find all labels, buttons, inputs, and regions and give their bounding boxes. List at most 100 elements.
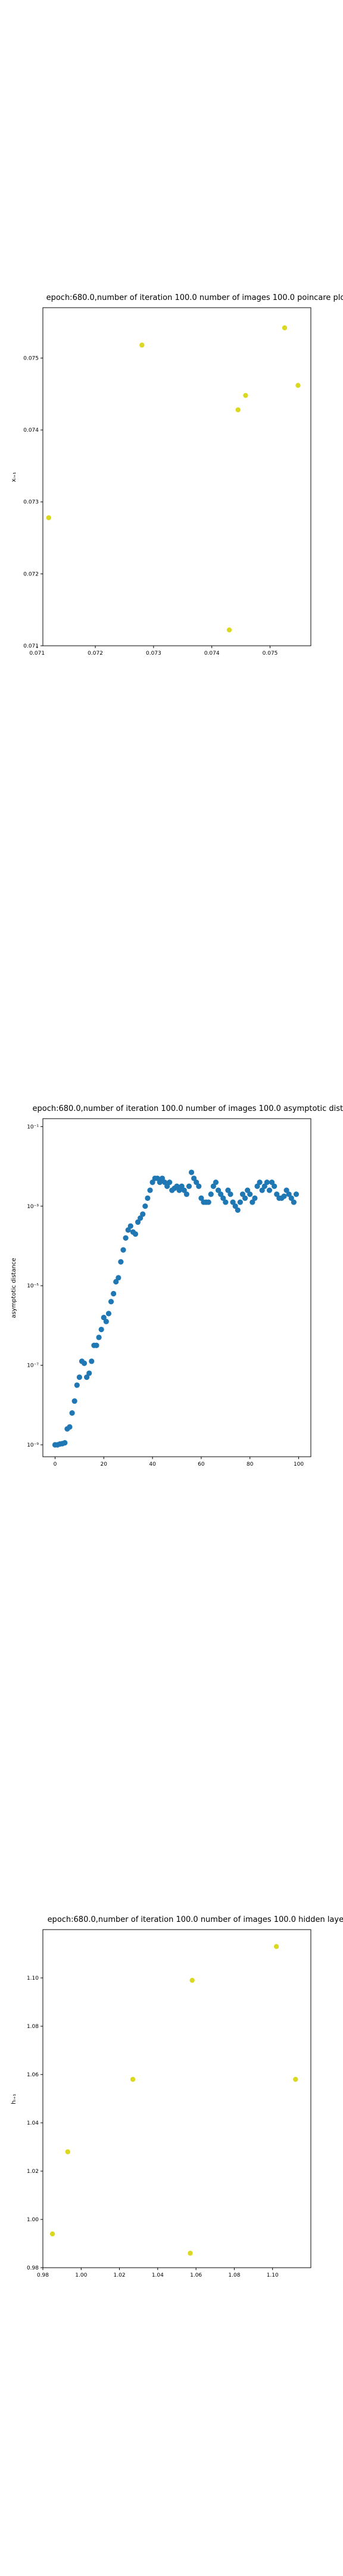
data-point xyxy=(139,342,145,348)
x-tick-label: 1.06 xyxy=(190,2272,202,2278)
plot-frame xyxy=(42,1118,311,1457)
data-point xyxy=(235,407,241,413)
data-point xyxy=(132,1231,139,1237)
y-tick-label: 10⁻⁷ xyxy=(27,1363,39,1369)
hidden-layer-chart: epoch:680.0,number of iteration 100.0 nu… xyxy=(11,1915,343,2278)
data-point xyxy=(191,1175,197,1181)
data-point xyxy=(218,1191,224,1197)
data-layer xyxy=(49,1944,298,2256)
data-point xyxy=(167,1179,173,1185)
data-point xyxy=(157,1179,163,1185)
data-point xyxy=(135,1219,141,1225)
data-point xyxy=(235,1207,241,1213)
y-tick-label: 10⁻¹ xyxy=(27,1124,39,1130)
y-tick-label: 0.074 xyxy=(23,428,39,434)
data-point xyxy=(118,1259,124,1265)
data-point xyxy=(269,1179,275,1185)
y-tick-label: 0.98 xyxy=(27,2265,39,2271)
data-point xyxy=(179,1183,185,1189)
data-point xyxy=(111,1290,117,1297)
x-tick-label: 60 xyxy=(198,1462,205,1467)
data-point xyxy=(227,1191,233,1197)
data-point xyxy=(293,2076,298,2082)
y-axis-label: hᵢ₊₁ xyxy=(11,2094,17,2104)
data-point xyxy=(243,392,248,398)
asymptotic-distance-chart: epoch:680.0,number of iteration 100.0 nu… xyxy=(11,1104,343,1467)
y-tick-label: 1.02 xyxy=(27,2169,39,2175)
y-tick-label: 0.072 xyxy=(23,571,39,577)
data-point xyxy=(159,1175,166,1181)
y-tick-label: 1.00 xyxy=(27,2217,39,2223)
data-point xyxy=(245,1187,251,1193)
data-point xyxy=(181,1187,187,1193)
data-point xyxy=(145,1195,151,1202)
data-point xyxy=(186,1183,192,1189)
x-tick-label: 0.073 xyxy=(146,651,161,656)
poincare-plot-chart: epoch:680.0,number of iteration 100.0 nu… xyxy=(11,293,343,656)
y-tick-label: 0.071 xyxy=(23,643,39,649)
data-point xyxy=(174,1183,180,1189)
data-point xyxy=(76,1374,82,1380)
data-point xyxy=(196,1183,202,1189)
data-point xyxy=(281,1193,287,1199)
data-point xyxy=(230,1199,236,1205)
data-point xyxy=(93,1342,99,1348)
data-point xyxy=(103,1318,109,1324)
data-point xyxy=(113,1278,119,1285)
y-tick-label: 0.075 xyxy=(23,355,39,361)
data-point xyxy=(138,1215,144,1221)
data-point xyxy=(291,1199,297,1205)
data-point xyxy=(295,383,301,388)
data-point xyxy=(288,1195,294,1202)
data-point xyxy=(74,1382,80,1388)
data-point xyxy=(120,1247,126,1253)
data-point xyxy=(261,1183,267,1189)
y-axis-label: asymptotic distance xyxy=(11,1258,17,1318)
data-point xyxy=(205,1199,211,1205)
data-point xyxy=(125,1227,131,1233)
data-point xyxy=(65,2149,70,2154)
data-layer xyxy=(46,325,301,633)
data-point xyxy=(242,1195,248,1202)
data-point xyxy=(274,1191,280,1197)
data-point xyxy=(105,1311,112,1317)
data-point xyxy=(210,1183,216,1189)
plot-frame xyxy=(42,1929,311,2268)
data-point xyxy=(142,1203,148,1209)
data-point xyxy=(257,1179,263,1185)
data-point xyxy=(223,1199,229,1205)
data-point xyxy=(62,1440,68,1446)
x-tick-label: 1.08 xyxy=(228,2272,240,2278)
data-point xyxy=(237,1199,243,1205)
data-point xyxy=(239,1191,246,1197)
data-point xyxy=(86,1370,92,1376)
data-point xyxy=(250,1199,255,1205)
x-tick-label: 1.02 xyxy=(114,2272,126,2278)
y-tick-label: 10⁻³ xyxy=(27,1204,39,1210)
x-tick-label: 0.072 xyxy=(88,651,103,656)
x-tick-label: 1.00 xyxy=(75,2272,87,2278)
data-point xyxy=(266,1187,273,1193)
y-axis-label: xᵢ₊₁ xyxy=(11,472,17,482)
data-layer xyxy=(52,1169,300,1448)
data-point xyxy=(127,1223,133,1229)
y-tick-label: 1.04 xyxy=(27,2120,39,2126)
data-point xyxy=(225,1187,231,1193)
data-point xyxy=(286,1191,292,1197)
data-point xyxy=(71,1398,77,1404)
tick-layer: 0 20 40 60 80 100 10⁻¹ 10⁻³ 10⁻⁵ 10⁻⁷ 10⁻⁹ xyxy=(27,1124,304,1467)
data-point xyxy=(164,1183,170,1189)
data-point xyxy=(282,325,288,330)
data-point xyxy=(147,1187,153,1193)
data-point xyxy=(198,1195,204,1202)
x-tick-label: 0.075 xyxy=(263,651,278,656)
data-point xyxy=(154,1175,160,1181)
data-point xyxy=(283,1187,289,1193)
x-tick-label: 1.10 xyxy=(267,2272,279,2278)
data-point xyxy=(254,1183,260,1189)
data-point xyxy=(208,1191,214,1197)
data-point xyxy=(96,1335,102,1340)
y-tick-label: 10⁻⁹ xyxy=(27,1442,39,1448)
x-tick-label: 80 xyxy=(247,1462,254,1467)
data-point xyxy=(220,1195,226,1202)
